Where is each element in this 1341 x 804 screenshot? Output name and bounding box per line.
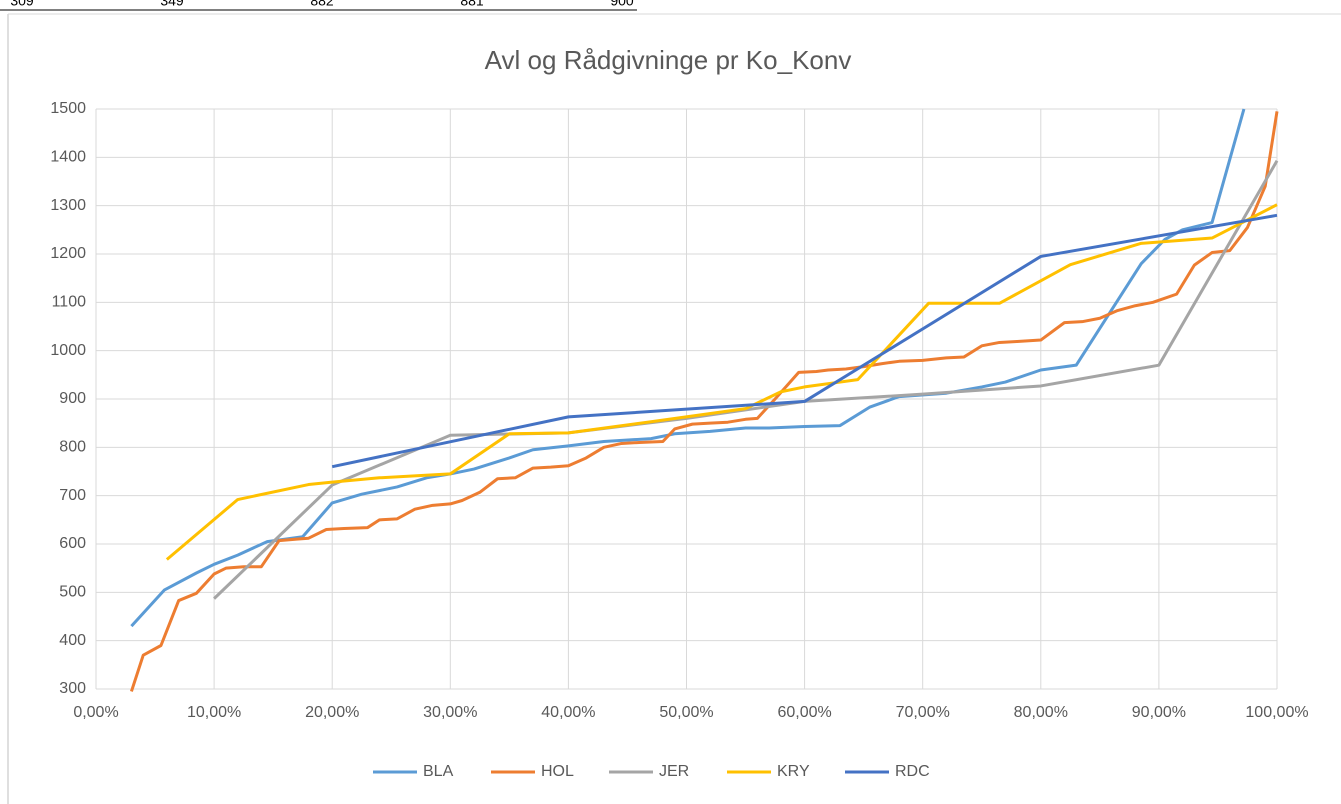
sheet-cell: 900 (610, 0, 634, 9)
y-tick-label: 300 (59, 680, 86, 697)
sheet-cell: 349 (160, 0, 184, 9)
x-tick-label: 90,00% (1132, 704, 1186, 721)
series-line (165, 203, 1278, 561)
x-tick-label: 70,00% (896, 704, 950, 721)
x-tick-label: 10,00% (187, 704, 241, 721)
y-tick-label: 400 (59, 632, 86, 649)
series-line (130, 111, 1279, 692)
chart-title: Avl og Rådgivninge pr Ko_Konv (485, 45, 852, 75)
legend-label: RDC (895, 763, 930, 780)
x-tick-label: 60,00% (777, 704, 831, 721)
y-tick-label: 900 (59, 390, 86, 407)
x-tick-label: 40,00% (541, 704, 595, 721)
legend-label: KRY (777, 763, 810, 780)
x-tick-label: 30,00% (423, 704, 477, 721)
x-tick-label: 80,00% (1014, 704, 1068, 721)
x-tick-label: 20,00% (305, 704, 359, 721)
legend-label: BLA (423, 763, 454, 780)
y-tick-label: 1300 (50, 197, 86, 214)
x-tick-label: 100,00% (1245, 704, 1308, 721)
y-tick-label: 800 (59, 439, 86, 456)
y-tick-label: 600 (59, 535, 86, 552)
plot-area (130, 108, 1279, 692)
series-line (331, 213, 1278, 469)
y-tick-label: 1100 (52, 294, 87, 311)
legend-label: JER (659, 763, 689, 780)
y-tick-label: 500 (59, 584, 86, 601)
sheet-cell: 881 (460, 0, 484, 9)
y-tick-label: 700 (59, 487, 86, 504)
sheet-cell: 309 (10, 0, 34, 9)
y-tick-label: 1000 (50, 342, 86, 359)
x-tick-label: 50,00% (659, 704, 713, 721)
x-tick-label: 0,00% (73, 704, 118, 721)
y-tick-label: 1200 (50, 245, 86, 262)
sheet-cell: 882 (310, 0, 334, 9)
y-tick-label: 1500 (50, 100, 86, 117)
y-tick-label: 1400 (50, 149, 86, 166)
series-line (130, 108, 1246, 628)
legend-label: HOL (541, 763, 574, 780)
series-line (213, 159, 1279, 600)
